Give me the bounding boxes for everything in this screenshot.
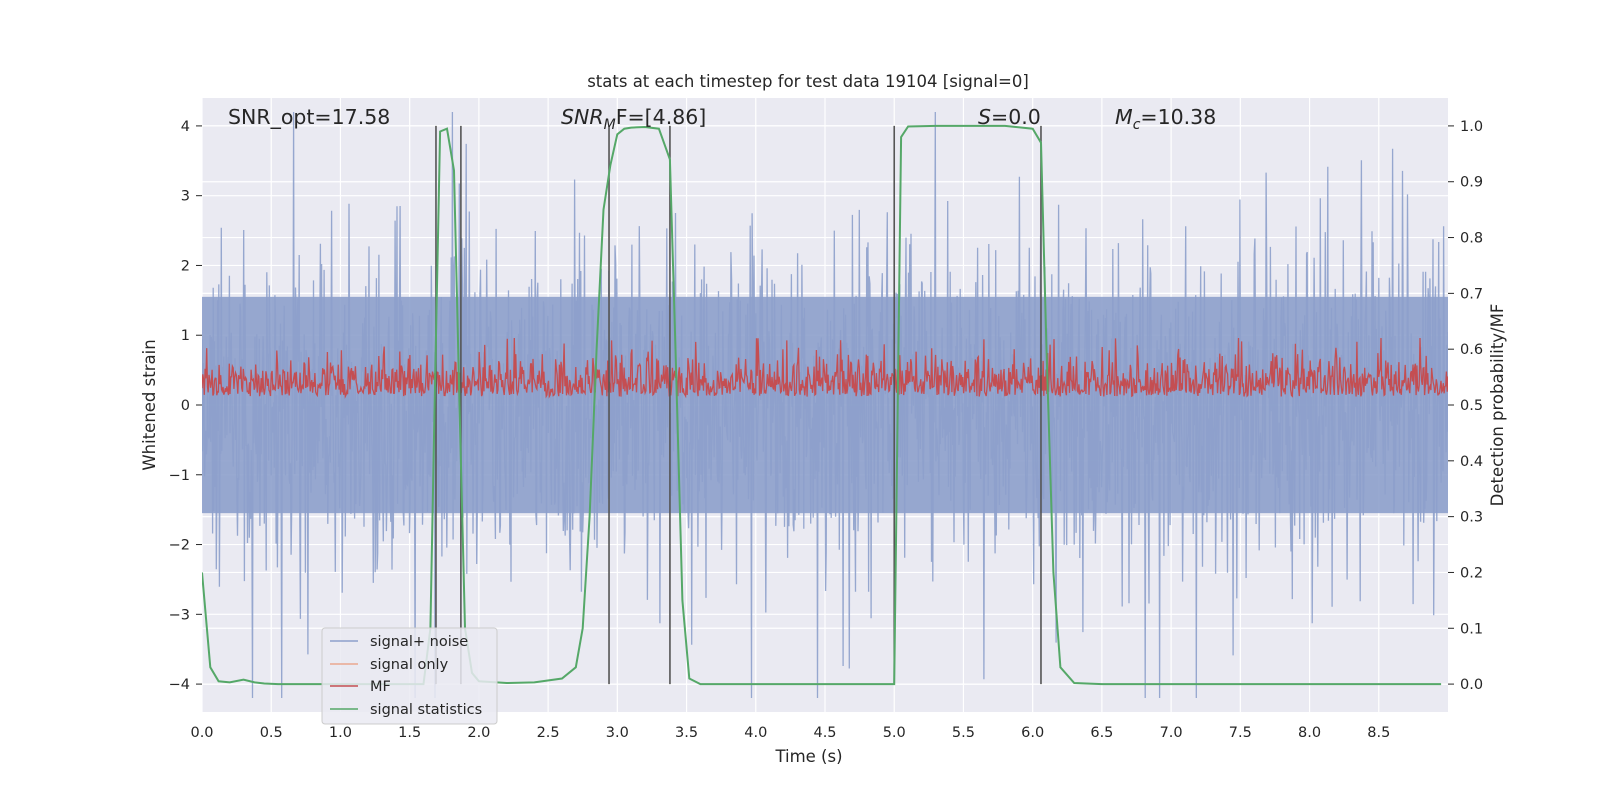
- y-axis-label: Whitened strain: [140, 339, 159, 470]
- mc-prefix: M: [1115, 105, 1133, 129]
- snr-mf-subscript: M: [604, 117, 616, 133]
- x-tick-label: 1.5: [398, 725, 421, 741]
- y2-axis-label: Detection probability/MF: [1488, 304, 1507, 507]
- vertical-marker-lines: [435, 125, 1042, 685]
- legend-label-signal-only: signal only: [370, 657, 449, 673]
- y-tick-label: 2: [181, 258, 190, 274]
- x-tick-label: 4.0: [744, 725, 767, 741]
- snr-mf-suffix: F=[4.86]: [616, 105, 707, 129]
- x-tick-label: 6.5: [1090, 725, 1113, 741]
- x-tick-label: 6.0: [1021, 725, 1044, 741]
- y2-tick-label: 0.7: [1460, 286, 1483, 302]
- y2-tick-label: 0.9: [1460, 175, 1483, 191]
- mc-annotation: Mc=10.38: [1115, 105, 1216, 133]
- y2-tick-labels: 1.0 0.9 0.8 0.7 0.6 0.5 0.4 0.3 0.2 0.1 0.0: [1448, 119, 1483, 693]
- x-tick-label: 2.5: [537, 725, 560, 741]
- y-tick-label: 1: [181, 328, 190, 344]
- snr-opt-annotation: SNR_opt=17.58: [228, 105, 390, 130]
- x-tick-label: 2.0: [467, 725, 490, 741]
- x-tick-label: 7.5: [1229, 725, 1252, 741]
- snr-mf-annotation: SNRMF=[4.86]: [561, 105, 706, 133]
- signal-noise-core-band: [202, 296, 1448, 514]
- y2-tick-label: 0.6: [1460, 342, 1483, 358]
- x-tick-label: 3.5: [675, 725, 698, 741]
- y2-tick-label: 0.3: [1460, 510, 1483, 526]
- y-tick-label: 0: [181, 398, 190, 414]
- mc-suffix: =10.38: [1140, 105, 1216, 129]
- y2-tick-label: 1.0: [1460, 119, 1483, 135]
- x-tick-label: 0.5: [260, 725, 283, 741]
- legend-label-signal-noise: signal+ noise: [370, 634, 468, 650]
- x-tick-label: 5.0: [883, 725, 906, 741]
- x-tick-label: 8.5: [1367, 725, 1390, 741]
- y-tick-label: −3: [169, 607, 190, 623]
- y2-tick-label: 0.5: [1460, 398, 1483, 414]
- snr-mf-prefix: SNR: [561, 105, 604, 129]
- x-tick-label: 0.0: [190, 725, 213, 741]
- s-annotation: S=0.0: [978, 105, 1041, 129]
- legend: signal+ noise signal only MF signal stat…: [321, 627, 498, 725]
- legend-label-mf: MF: [370, 679, 391, 695]
- chart-title: stats at each timestep for test data 191…: [587, 72, 1029, 91]
- y2-tick-label: 0.1: [1460, 621, 1483, 637]
- s-suffix: =0.0: [991, 105, 1041, 129]
- s-prefix: S: [978, 105, 991, 129]
- mf-series: [202, 337, 1448, 399]
- y2-tick-label: 0.8: [1460, 231, 1483, 247]
- y-tick-label: −2: [169, 538, 190, 554]
- x-tick-label: 7.0: [1160, 725, 1183, 741]
- legend-label-signal-statistics: signal statistics: [370, 702, 482, 718]
- legend-box: [321, 627, 498, 725]
- x-tick-label: 3.0: [606, 725, 629, 741]
- signal-noise-series: [202, 111, 1448, 699]
- x-tick-label: 5.5: [952, 725, 975, 741]
- mc-subscript: c: [1133, 117, 1141, 133]
- x-tick-labels: 0.0 0.5 1.0 1.5 2.0 2.5 3.0 3.5 4.0 4.5 5.0 5.5 6.0 6…: [190, 725, 1390, 741]
- x-tick-label: 4.5: [813, 725, 836, 741]
- y2-tick-label: 0.4: [1460, 454, 1483, 470]
- y-tick-labels: 4 3 2 1 0 −1 −2 −3 −4: [169, 119, 202, 693]
- mf-line: [202, 337, 1448, 399]
- y2-tick-label: 0.2: [1460, 565, 1483, 581]
- x-tick-label: 8.0: [1298, 725, 1321, 741]
- y-tick-label: 4: [181, 119, 190, 135]
- y2-tick-label: 0.0: [1460, 677, 1483, 693]
- y-tick-label: −4: [169, 677, 190, 693]
- x-tick-label: 1.0: [329, 725, 352, 741]
- x-axis-label: Time (s): [774, 747, 842, 766]
- y-tick-label: 3: [181, 189, 190, 205]
- y-tick-label: −1: [169, 468, 190, 484]
